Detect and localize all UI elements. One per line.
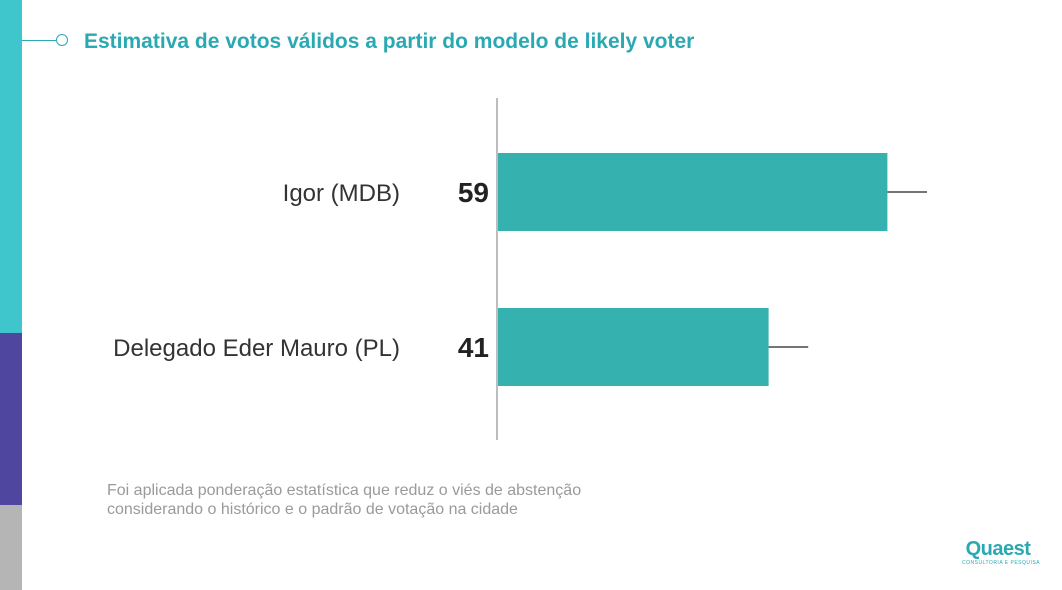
- logo-tagline: CONSULTORIA E PESQUISA: [962, 560, 1041, 566]
- logo-name: Quaest: [965, 538, 1031, 560]
- note-line-1: Foi aplicada ponderação estatística que …: [107, 482, 582, 499]
- side-accent-purple: [0, 333, 22, 505]
- bar-1: [498, 308, 769, 386]
- bar-0: [498, 153, 888, 231]
- value-label-1: 41: [458, 332, 489, 363]
- category-label-1: Delegado Eder Mauro (PL): [113, 335, 400, 362]
- side-accent-grey: [0, 505, 22, 590]
- note-line-2: considerando o histórico e o padrão de v…: [107, 501, 518, 518]
- value-label-0: 59: [458, 177, 489, 208]
- title-circle-icon: [56, 34, 68, 46]
- chart-title: Estimativa de votos válidos a partir do …: [84, 30, 695, 53]
- title-line: [22, 40, 56, 41]
- category-label-0: Igor (MDB): [283, 180, 400, 207]
- methodology-note: Foi aplicada ponderação estatística que …: [107, 481, 707, 519]
- side-accent-teal: [0, 0, 22, 333]
- quaest-logo: Quaest CONSULTORIA E PESQUISA: [962, 538, 1041, 566]
